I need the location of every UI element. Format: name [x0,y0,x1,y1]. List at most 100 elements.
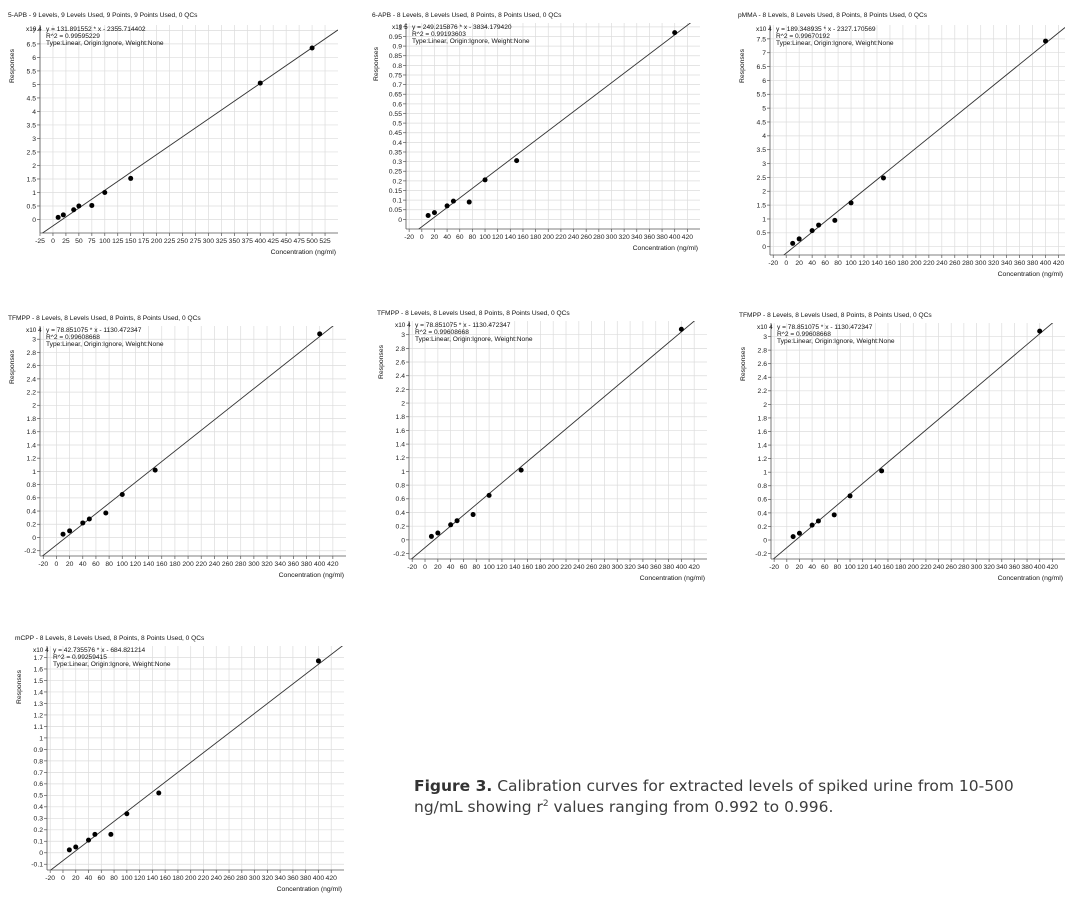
x-tick-label: 400 [314,561,326,568]
data-point [809,522,815,528]
x-tick-label: 420 [327,561,339,568]
x-tick-label: 80 [834,564,842,571]
data-point [809,228,815,234]
x-tick-label: -20 [769,564,779,571]
y-multiplier: x10 4 [395,322,411,329]
y-tick-label: 0.8 [27,482,37,489]
x-tick-label: 180 [169,561,181,568]
x-tick-label: -20 [404,234,414,241]
y-tick-label: 0.4 [27,508,37,515]
gridlines [770,25,1065,255]
x-tick-label: 160 [156,561,168,568]
y-tick-label: 0.5 [27,203,37,210]
x-tick-label: 140 [509,564,521,571]
x-tick-label: 425 [268,238,280,245]
y-tick-label: 2.2 [396,387,406,394]
y-tick-label: 2.8 [758,348,768,355]
x-tick-label: 120 [857,564,869,571]
x-tick-label: 140 [871,260,883,267]
data-point [92,831,98,837]
data-point [450,198,456,204]
y-tick-label: 4 [762,133,766,140]
x-tick-label: 300 [606,234,618,241]
x-tick-label: 260 [581,234,593,241]
y-tick-label: 0.6 [396,496,406,503]
data-point [89,202,95,208]
y-tick-label: 0.2 [27,522,37,529]
x-tick-label: 340 [275,561,287,568]
x-tick-label: 250 [177,238,189,245]
y-tick-label: 3 [763,334,767,341]
y-tick-label: 2 [762,189,766,196]
y-tick-label: 1 [401,469,405,476]
y-tick-label: 7 [762,50,766,57]
y-tick-label: 1.8 [758,415,768,422]
y-tick-label: 1.4 [27,442,37,449]
x-tick-label: 380 [663,564,675,571]
data-point [431,210,437,216]
data-point [128,175,134,181]
x-tick-label: 140 [505,234,517,241]
x-tick-label: 340 [637,564,649,571]
x-tick-label: 20 [434,564,442,571]
y-tick-label: 2.4 [27,376,37,383]
x-tick-label: 320 [618,234,630,241]
calibration-chart-pmma: -20 0 20 40 60 80 100 120 140 160 180 200 220 240 260 2… [736,9,1069,283]
plot-area [770,25,1065,255]
data-point [816,222,822,228]
x-tick-label: 300 [971,564,983,571]
x-tick-label: 420 [689,564,701,571]
chart-title: TFMPP - 8 Levels, 8 Levels Used, 8 Point… [739,312,932,319]
y-tick-label: 1.2 [396,455,406,462]
x-tick-label: 280 [235,561,247,568]
y-tick-label: 0.5 [757,230,767,237]
data-point [425,213,431,219]
x-axis-label: Concentration (ng/ml) [271,249,336,256]
x-tick-label: 360 [288,561,300,568]
x-tick-label: 75 [88,238,96,245]
y-multiplier: x10 4 [757,324,773,331]
y-tick-label: 5.5 [757,92,767,99]
y-tick-label: 3 [32,337,36,344]
x-tick-label: 380 [1027,260,1039,267]
r-squared: R^2 = 0.99259415 [53,654,107,661]
x-tick-label: 275 [190,238,202,245]
y-tick-label: 0 [762,244,766,251]
y-multiplier: x10 4 [26,26,42,33]
chart-svg-tfmpp-3: -20 0 20 40 60 80 100 120 140 160 180 200 220 240 260 2… [739,312,1065,582]
y-tick-label: 1.6 [396,428,406,435]
x-tick-label: -20 [45,875,55,882]
x-tick-label: 380 [1021,564,1033,571]
x-tick-label: 360 [287,875,299,882]
x-tick-label: 40 [79,561,87,568]
x-tick-label: 200 [185,875,197,882]
x-tick-label: 300 [248,561,260,568]
y-tick-label: 7 [32,28,36,35]
x-tick-label: 320 [988,260,1000,267]
gridlines [406,23,700,229]
y-tick-label: 0.5 [34,793,44,800]
x-axis-label: Concentration (ng/ml) [640,575,705,582]
data-point [831,512,837,518]
data-point [103,510,109,516]
y-tick-label: -0.2 [393,551,405,558]
y-tick-label: 3 [762,161,766,168]
y-tick-label: 0.3 [393,159,403,166]
y-multiplier: x10 4 [756,26,772,33]
x-tick-label: 180 [897,260,909,267]
y-axis-label: Responses [373,46,380,81]
data-point [790,240,796,246]
x-tick-label: 280 [236,875,248,882]
y-tick-label: 2.4 [396,373,406,380]
x-tick-label: 120 [858,260,870,267]
x-tick-label: 320 [261,561,273,568]
data-point [55,214,61,220]
x-tick-label: 100 [845,260,857,267]
data-point [847,493,853,499]
y-axis-label: Responses [378,344,385,379]
x-tick-label: 360 [1009,564,1021,571]
y-tick-label: 1.8 [27,416,37,423]
chart-svg-6-apb: -20 0 20 40 60 80 100 120 140 160 180 200 220 240 260 2… [372,12,700,252]
figure-caption-text: Calibration curves for extracted levels … [414,777,1014,816]
x-tick-label: 100 [483,564,495,571]
